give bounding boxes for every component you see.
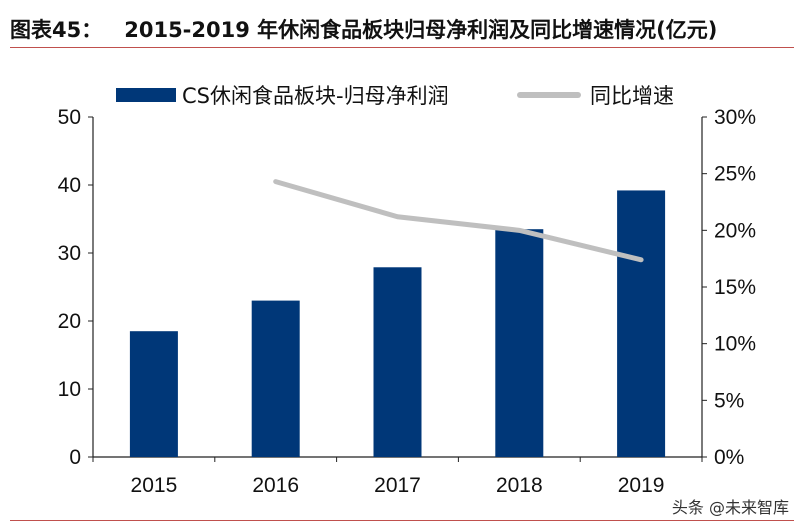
bar-2017	[373, 267, 422, 457]
title-text: 2015-2019 年休闲食品板块归母净利润及同比增速情况(亿元)	[124, 18, 718, 42]
legend-line-label: 同比增速	[590, 84, 674, 108]
bar-2018	[495, 229, 544, 457]
bar-2016	[251, 300, 300, 457]
x-tick-label: 2016	[252, 474, 299, 497]
right-tick-label: 5%	[714, 389, 744, 412]
left-tick-label: 50	[58, 106, 81, 129]
x-tick-label: 2019	[618, 474, 665, 497]
legend-bar-label: CS休闲食品板块-归母净利润	[182, 84, 449, 108]
right-tick-label: 0%	[714, 446, 744, 469]
legend-bar-swatch	[116, 88, 176, 102]
bar-2019	[617, 190, 666, 457]
right-tick-label: 20%	[714, 219, 756, 242]
left-tick-label: 40	[58, 174, 81, 197]
right-tick-label: 30%	[714, 106, 756, 129]
chart-title: 图表45： 2015-2019 年休闲食品板块归母净利润及同比增速情况(亿元)	[10, 14, 739, 44]
right-tick-label: 10%	[714, 333, 756, 356]
footer-divider	[10, 520, 794, 521]
left-tick-label: 20	[58, 310, 81, 333]
x-tick-label: 2015	[131, 474, 178, 497]
watermark: 头条 @未来智库	[671, 498, 789, 517]
title-divider	[10, 47, 794, 48]
left-tick-label: 10	[58, 378, 81, 401]
x-tick-label: 2017	[374, 474, 421, 497]
left-tick-label: 0	[69, 446, 81, 469]
bar-2015	[129, 331, 178, 457]
legend: CS休闲食品板块-归母净利润 同比增速	[116, 84, 674, 108]
left-tick-label: 30	[58, 242, 81, 265]
right-tick-label: 15%	[714, 276, 756, 299]
figure-number: 图表45：	[10, 18, 103, 42]
x-tick-label: 2018	[496, 474, 543, 497]
right-tick-label: 25%	[714, 163, 756, 186]
growth-line	[273, 179, 644, 263]
